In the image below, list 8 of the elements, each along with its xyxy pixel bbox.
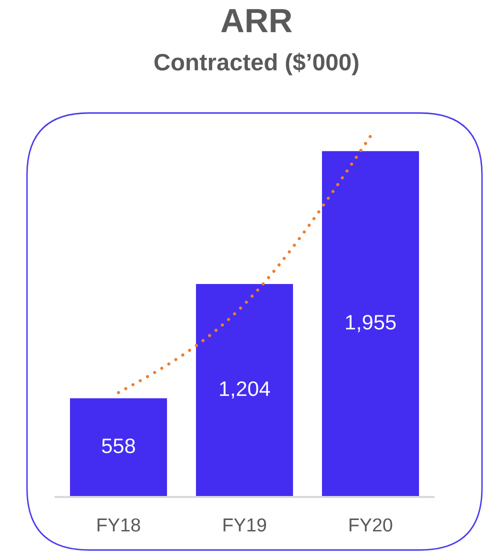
x-tick-label: FY19 [224,518,266,532]
chart-subtitle: Contracted ($’000) [154,52,358,76]
data-label: 1,204 [220,381,270,399]
x-tick-label: FY18 [98,518,140,532]
x-tick-label: FY20 [350,518,392,532]
data-label: 1,955 [346,314,396,332]
data-label: 558 [102,438,135,454]
chart-title: ARR [221,9,292,32]
